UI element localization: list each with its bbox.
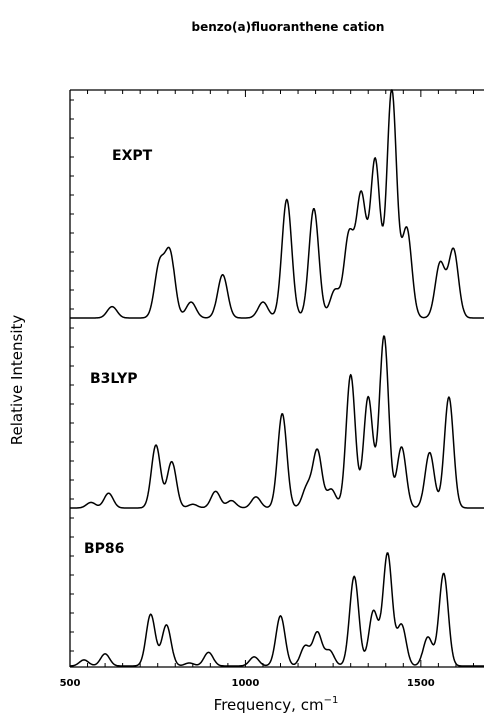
x-tick-label: 500 <box>60 678 81 689</box>
x-tick-label: 1000 <box>232 678 260 689</box>
series-label-b3lyp: B3LYP <box>90 371 138 387</box>
chart-title: benzo(a)fluoranthene cation <box>192 20 385 34</box>
plot-frame <box>69 89 484 668</box>
tick-marks <box>69 90 474 667</box>
y-axis-label: Relative Intensity <box>8 315 26 446</box>
spectra <box>69 89 484 667</box>
series-label-expt: EXPT <box>112 148 153 164</box>
x-tick-labels: 500 1000 1500 <box>60 678 435 689</box>
x-axis-label: Frequency, cm−1 <box>214 695 339 714</box>
spectrum-line-bp86 <box>69 552 484 667</box>
spectrum-line-expt <box>69 89 484 319</box>
series-label-bp86: BP86 <box>84 541 124 557</box>
x-tick-label: 1500 <box>407 678 435 689</box>
x-axis-label-text: Frequency, cm <box>214 696 324 714</box>
spectrum-line-b3lyp <box>69 335 484 509</box>
panel-labels: EXPT B3LYP BP86 <box>84 148 153 557</box>
x-axis-label-exponent: −1 <box>324 695 339 706</box>
